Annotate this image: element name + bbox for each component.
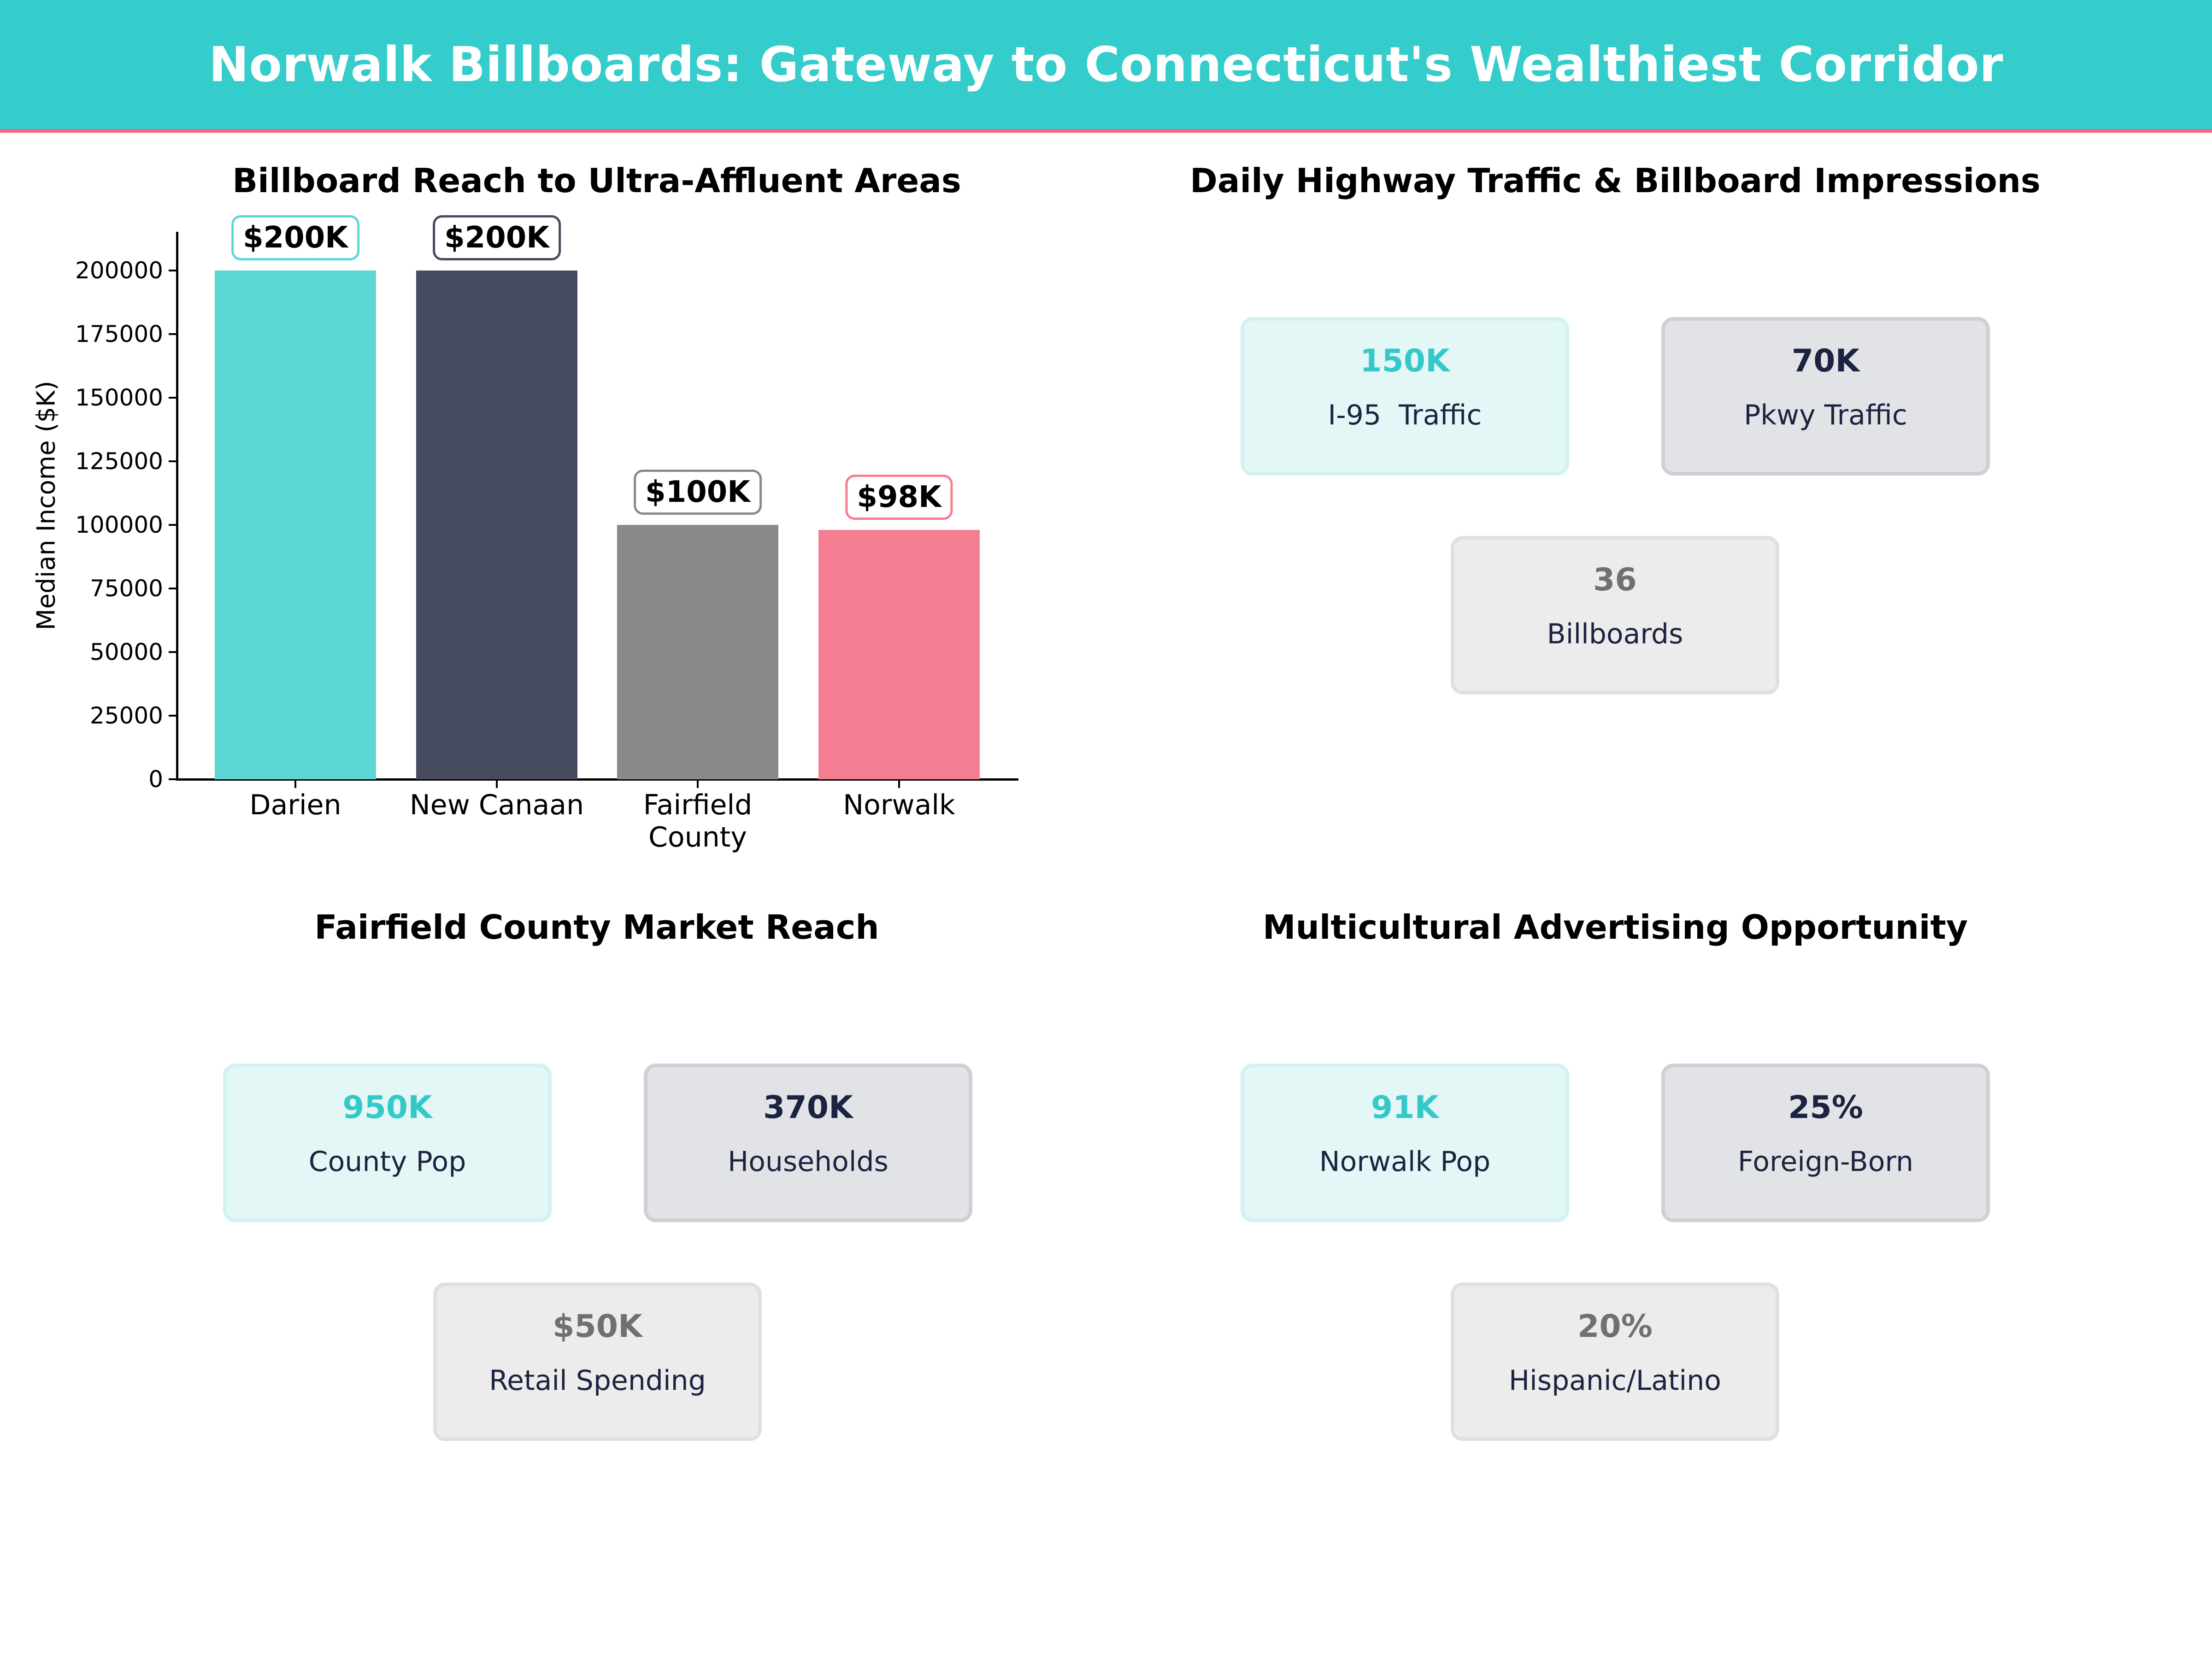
traffic-panel-title: Daily Highway Traffic & Billboard Impres… xyxy=(1190,161,2041,200)
stat-label: Retail Spending xyxy=(489,1365,706,1397)
header-banner: Norwalk Billboards: Gateway to Connectic… xyxy=(0,0,2212,133)
chart-title: Billboard Reach to Ultra-Affluent Areas xyxy=(232,161,961,200)
stat-card-billboards: 36 Billboards xyxy=(1451,536,1779,694)
stat-card-pkwy-traffic: 70K Pkwy Traffic xyxy=(1661,317,1990,476)
y-tick-label: 200000 xyxy=(75,257,163,284)
stat-value: 36 xyxy=(1593,562,1637,598)
stat-value: 950K xyxy=(342,1089,432,1126)
y-tick-label: 50000 xyxy=(89,639,163,665)
x-tick-mark xyxy=(496,780,498,788)
x-tick-label: Fairfield County xyxy=(643,789,753,853)
bar xyxy=(215,271,376,779)
y-tick-mark xyxy=(169,270,177,271)
stat-card-county-pop: 950K County Pop xyxy=(223,1064,552,1222)
stat-label: I-95 Traffic xyxy=(1328,399,1482,431)
x-tick-label: Darien xyxy=(249,789,341,821)
bar xyxy=(416,271,577,779)
stat-value: 91K xyxy=(1371,1089,1439,1126)
stat-label: Billboards xyxy=(1547,618,1683,650)
stat-card-hispanic-latino: 20% Hispanic/Latino xyxy=(1451,1282,1779,1441)
multicultural-panel-title: Multicultural Advertising Opportunity xyxy=(1262,908,1968,947)
bar-value-label: $100K xyxy=(634,470,762,515)
y-tick-label: 25000 xyxy=(89,702,163,729)
y-tick-mark xyxy=(169,333,177,335)
stat-card-norwalk-pop: 91K Norwalk Pop xyxy=(1241,1064,1569,1222)
stat-card-foreign-born: 25% Foreign-Born xyxy=(1661,1064,1990,1222)
x-tick-label: Norwalk xyxy=(843,789,955,821)
stat-label: Norwalk Pop xyxy=(1319,1146,1491,1178)
stat-label: Pkwy Traffic xyxy=(1744,399,1907,431)
y-tick-label: 75000 xyxy=(89,575,163,602)
y-tick-mark xyxy=(169,460,177,462)
x-tick-mark xyxy=(697,780,699,788)
y-tick-mark xyxy=(169,778,177,780)
bar-value-label: $200K xyxy=(231,215,359,260)
x-axis-line xyxy=(176,778,1018,781)
stat-card-households: 370K Households xyxy=(644,1064,972,1222)
stat-value: 370K xyxy=(763,1089,853,1126)
market-panel-title: Fairfield County Market Reach xyxy=(314,908,879,947)
y-tick-mark xyxy=(169,524,177,526)
x-tick-mark xyxy=(294,780,296,788)
page-title: Norwalk Billboards: Gateway to Connectic… xyxy=(208,36,2004,93)
y-tick-label: 0 xyxy=(148,766,163,793)
y-tick-mark xyxy=(169,651,177,653)
stat-value: 20% xyxy=(1577,1308,1653,1345)
bar xyxy=(617,525,778,779)
bar-value-label: $200K xyxy=(433,215,561,260)
stat-label: Foreign-Born xyxy=(1737,1146,1914,1178)
y-tick-mark xyxy=(169,588,177,589)
stat-value: 70K xyxy=(1791,343,1860,379)
x-tick-label: New Canaan xyxy=(409,789,584,821)
y-tick-label: 150000 xyxy=(75,384,163,411)
x-tick-mark xyxy=(898,780,900,788)
stat-value: 150K xyxy=(1360,343,1450,379)
y-tick-label: 100000 xyxy=(75,512,163,538)
stat-label: Hispanic/Latino xyxy=(1509,1365,1721,1397)
stat-label: County Pop xyxy=(308,1146,466,1178)
bar-value-label: $98K xyxy=(845,475,953,520)
y-tick-label: 125000 xyxy=(75,448,163,475)
y-tick-mark xyxy=(169,397,177,399)
stat-card-i95-traffic: 150K I-95 Traffic xyxy=(1241,317,1569,476)
y-tick-mark xyxy=(169,715,177,717)
stat-value: $50K xyxy=(553,1308,642,1345)
stat-label: Households xyxy=(728,1146,888,1178)
y-axis-label: Median Income ($K) xyxy=(31,381,61,630)
y-axis-line xyxy=(176,232,178,780)
y-tick-label: 175000 xyxy=(75,321,163,347)
stat-card-retail-spending: $50K Retail Spending xyxy=(433,1282,762,1441)
bar xyxy=(818,530,980,779)
stat-value: 25% xyxy=(1788,1089,1863,1126)
